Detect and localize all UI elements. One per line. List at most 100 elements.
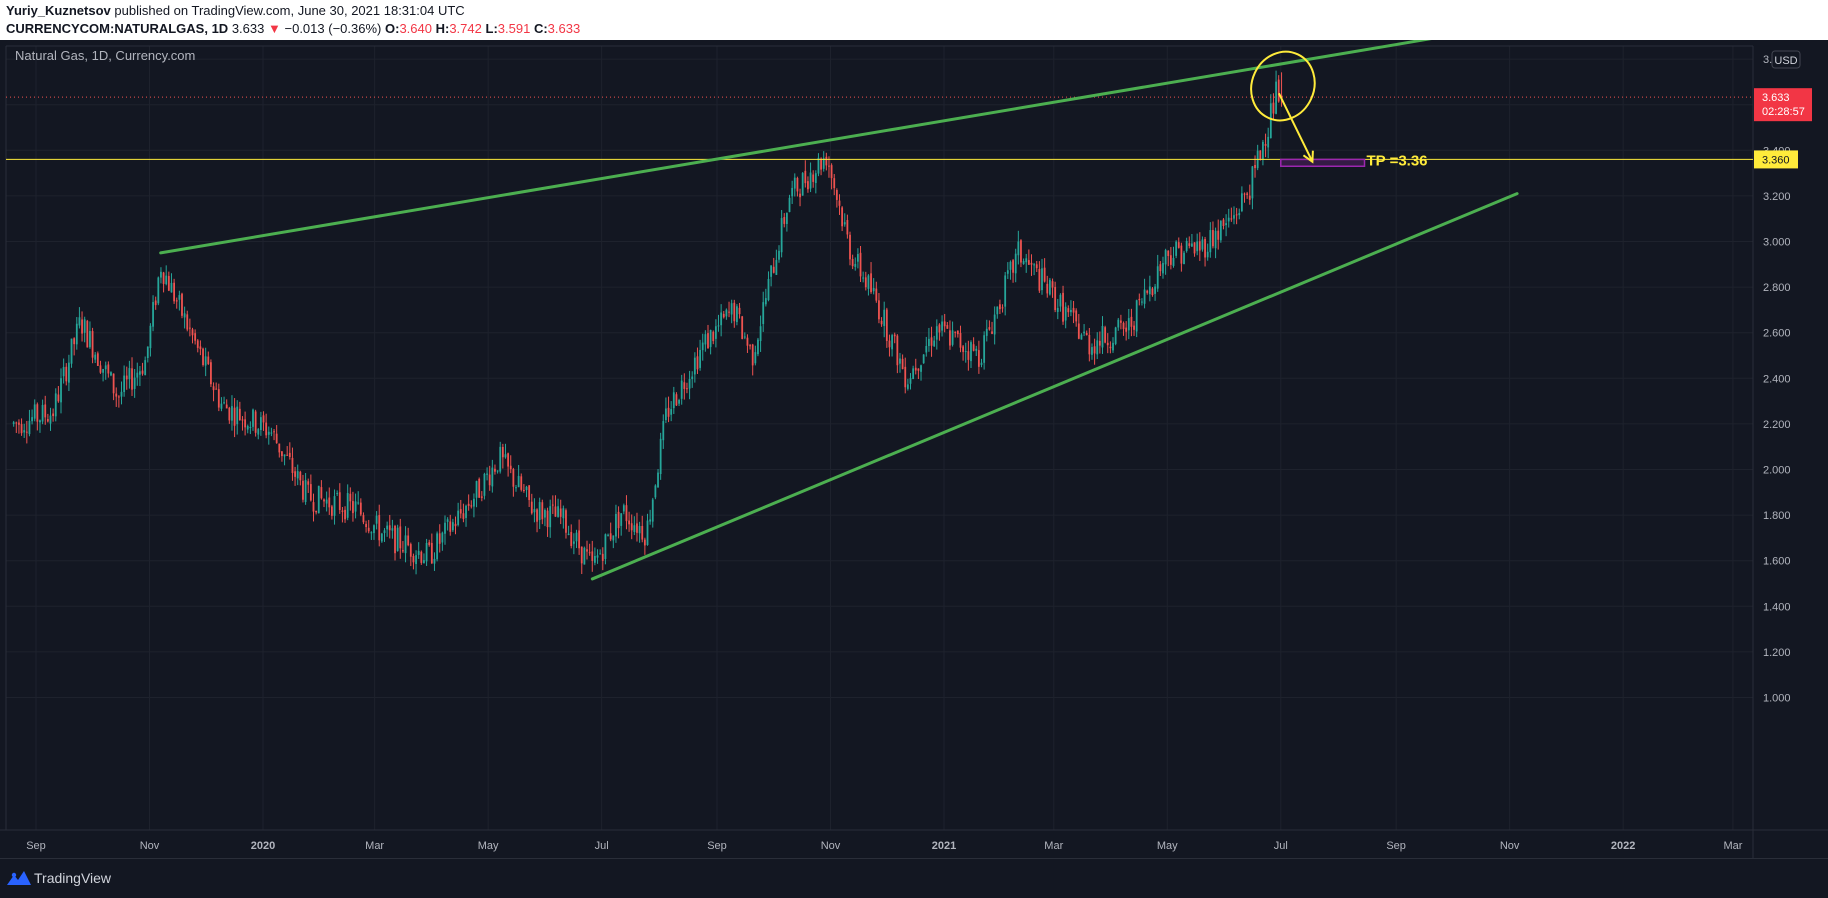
candle-down (402, 550, 404, 552)
candle-up (935, 326, 938, 340)
candle-down (617, 511, 620, 529)
candle-up (1227, 217, 1230, 222)
candle-down (115, 393, 118, 397)
candle-down (488, 474, 491, 486)
candle-down (228, 407, 231, 421)
candle-down (959, 332, 962, 348)
candle-down (1198, 241, 1201, 251)
last-price-tag (1754, 88, 1812, 122)
drawings: TP =3.36 (6, 37, 1753, 581)
candle-down (707, 333, 709, 349)
candle-down (546, 510, 549, 528)
candle-up (391, 528, 394, 531)
candle-up (964, 351, 967, 353)
candle-up (693, 357, 696, 375)
candle-down (630, 523, 633, 531)
candle-down (15, 422, 18, 424)
candle-down (738, 307, 741, 315)
candle-down (430, 542, 433, 564)
price-chart[interactable]: TP =3.36 4.2004.0003.8003.6003.4003.2003… (0, 9, 1828, 858)
candle-up (1185, 241, 1188, 252)
candle-up (204, 356, 207, 366)
candle-last (1280, 95, 1283, 98)
chart-frame[interactable]: TP =3.36 4.2004.0003.8003.6003.4003.2003… (0, 9, 1828, 858)
candle-up (78, 317, 81, 326)
candle-up (1191, 243, 1193, 247)
candle-up (980, 362, 983, 365)
candle-up (1004, 275, 1007, 307)
candle-up (515, 487, 517, 489)
candle-up (499, 446, 502, 472)
currency-badge[interactable] (1771, 50, 1801, 69)
candle-up (743, 336, 746, 338)
candle-up (599, 553, 602, 555)
candle-up (1135, 300, 1138, 332)
candle-down (125, 375, 128, 380)
candle-up (659, 438, 662, 475)
candle-up (183, 313, 186, 318)
resistance-trendline (159, 37, 1433, 255)
time-tick-label: Nov (1500, 840, 1520, 852)
open-label: O: (384, 21, 400, 36)
candle-up (146, 346, 149, 358)
candle-up (1017, 241, 1020, 256)
candle-up (451, 522, 454, 531)
publish-info: published on TradingView.com, June 30, 2… (114, 3, 465, 18)
candle-down (18, 422, 20, 425)
candle-down (107, 364, 110, 374)
candle-up (178, 295, 181, 300)
candle-down (904, 366, 907, 388)
candle-up (920, 365, 922, 372)
candle-down (412, 555, 415, 563)
candle-down (262, 415, 265, 423)
time-tick-label: 2022 (1611, 840, 1635, 852)
candle-down (559, 508, 562, 517)
candle-down (307, 481, 310, 485)
price-tick-label: 1.400 (1763, 601, 1791, 613)
candle-down (1075, 310, 1078, 322)
candle-up (41, 404, 44, 422)
candle-down (1093, 346, 1096, 354)
author-name[interactable]: Yuriy_Kuznetsov (6, 3, 111, 18)
candle-down (1109, 346, 1112, 349)
candle-up (1141, 301, 1143, 303)
candle-up (701, 342, 704, 351)
candle-down (967, 351, 970, 360)
time-tick-label: 2021 (932, 840, 956, 852)
candle-up (1225, 223, 1228, 226)
candle-down (331, 506, 333, 516)
target-box (1280, 158, 1366, 168)
candle-down (943, 321, 946, 327)
candle-up (417, 550, 420, 555)
time-tick-label: May (1157, 840, 1178, 852)
candle-up (486, 473, 488, 475)
candle-down (454, 523, 457, 527)
candle-up (759, 326, 762, 342)
candle-down (215, 388, 218, 390)
candle-down (1122, 322, 1125, 330)
brand-name[interactable]: TradingView (34, 870, 112, 886)
candle-down (225, 404, 228, 409)
candle-up (662, 421, 665, 441)
candle-up (170, 282, 173, 293)
time-tick-label: Mar (1044, 840, 1063, 852)
down-arrow-icon: ▼ (268, 21, 281, 36)
candle-down (470, 505, 473, 507)
candle-down (741, 316, 744, 339)
candle-down (1020, 240, 1022, 263)
candle-up (788, 197, 791, 213)
candle-down (1212, 230, 1214, 247)
candle-down (1098, 340, 1101, 346)
candle-down (751, 344, 754, 366)
candle-down (530, 501, 533, 514)
candle-down (1072, 307, 1075, 313)
candle-down (352, 501, 354, 514)
candle-down (991, 331, 993, 334)
time-tick-label: Sep (1386, 840, 1406, 852)
candle-up (396, 527, 399, 552)
candle-down (749, 345, 751, 347)
candle-up (444, 522, 446, 534)
candle-down (722, 313, 725, 318)
candle-up (594, 555, 596, 563)
candle-down (199, 346, 202, 350)
